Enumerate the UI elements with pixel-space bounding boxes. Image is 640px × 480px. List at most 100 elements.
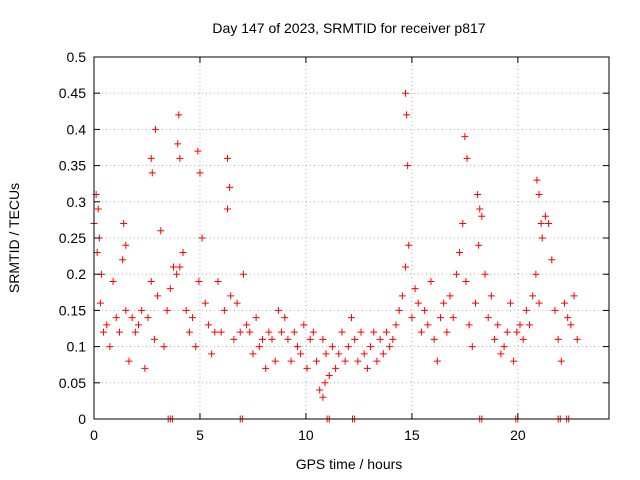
data-point (417, 328, 425, 336)
data-point (341, 357, 349, 365)
data-point (192, 343, 200, 351)
data-point (360, 350, 368, 358)
data-point (545, 220, 553, 228)
y-tick-label: 0.1 (67, 339, 87, 355)
data-point (284, 335, 292, 343)
data-point (265, 328, 273, 336)
data-point (138, 306, 146, 314)
data-point (204, 321, 212, 329)
data-point (328, 343, 336, 351)
data-point (287, 357, 295, 365)
y-tick-label: 0.5 (67, 49, 87, 65)
data-point (252, 314, 260, 322)
data-point (115, 328, 123, 336)
data-point (125, 357, 133, 365)
data-point (176, 154, 184, 162)
data-point (96, 299, 104, 307)
data-point (148, 169, 156, 177)
data-point (456, 248, 464, 256)
data-point (494, 321, 502, 329)
data-point (258, 335, 266, 343)
data-point (554, 335, 562, 343)
data-point (300, 321, 308, 329)
data-point (135, 321, 143, 329)
y-tick-label: 0.35 (59, 158, 86, 174)
data-point (386, 343, 394, 351)
data-point (239, 270, 247, 278)
data-point (440, 299, 448, 307)
data-point (557, 357, 565, 365)
data-point (497, 350, 505, 358)
data-point (433, 357, 441, 365)
data-point (379, 350, 387, 358)
data-point (278, 328, 286, 336)
tick-labels: 0 0.05 0.1 0.15 0.2 0.25 0.3 0.35 0.4 0.45 0.5 0 5 10… (59, 49, 526, 443)
data-point (293, 343, 301, 351)
data-point (281, 314, 289, 322)
data-point (398, 292, 406, 300)
data-point (357, 328, 365, 336)
data-point (535, 299, 543, 307)
data-point (174, 140, 182, 148)
data-point (344, 343, 352, 351)
data-point (570, 292, 578, 300)
y-tick-label: 0.2 (67, 266, 87, 282)
data-point (430, 335, 438, 343)
data-point (236, 328, 244, 336)
data-point (303, 364, 311, 372)
data-point (141, 364, 149, 372)
data-point (538, 234, 546, 242)
data-point (567, 321, 575, 329)
data-point (476, 205, 484, 213)
data-point (163, 306, 171, 314)
data-point (537, 220, 545, 228)
data-point (306, 335, 314, 343)
data-point (189, 314, 197, 322)
data-point (516, 321, 524, 329)
data-point (335, 350, 343, 358)
data-point (230, 335, 238, 343)
data-point (437, 314, 445, 322)
data-point (214, 277, 222, 285)
data-point (226, 183, 234, 191)
data-point (348, 314, 355, 322)
data-point (560, 299, 568, 307)
data-point (185, 328, 193, 336)
data-point (119, 256, 127, 264)
data-point (157, 227, 165, 235)
y-tick-label: 0.15 (59, 302, 86, 318)
data-point (519, 335, 527, 343)
data-point (208, 350, 216, 358)
data-point (233, 299, 241, 307)
data-point (332, 364, 340, 372)
data-point (370, 328, 378, 336)
data-point (249, 350, 257, 358)
y-axis-label: SRMTID / TECUs (6, 183, 22, 293)
data-point (403, 111, 411, 119)
data-point (150, 335, 158, 343)
data-point (405, 241, 413, 249)
data-point (147, 154, 155, 162)
data-point (151, 125, 159, 133)
data-point (421, 306, 429, 314)
data-point (389, 335, 397, 343)
data-points (90, 89, 581, 423)
data-point (201, 299, 209, 307)
data-point (120, 220, 128, 228)
data-point (392, 321, 400, 329)
data-point (290, 328, 298, 336)
data-point (160, 343, 168, 351)
data-point (564, 314, 572, 322)
data-point (463, 154, 471, 162)
data-point (541, 212, 549, 220)
data-point (175, 111, 183, 119)
data-point (112, 314, 120, 322)
data-point (424, 321, 432, 329)
data-point (354, 357, 362, 365)
data-point (106, 343, 114, 351)
data-point (533, 176, 541, 184)
data-point (402, 89, 410, 97)
data-point (535, 191, 543, 199)
data-point (481, 270, 489, 278)
